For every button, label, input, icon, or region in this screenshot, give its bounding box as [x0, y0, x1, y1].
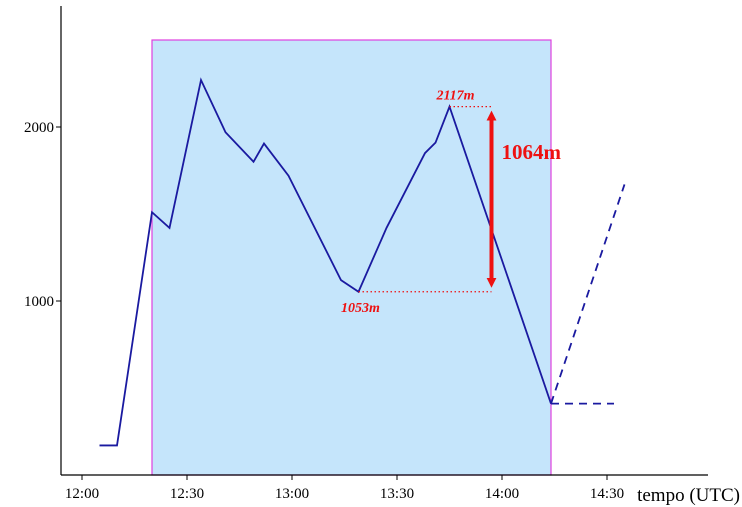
y-tick-label: 1000: [24, 294, 54, 310]
x-axis-title: tempo (UTC): [637, 485, 740, 506]
gain-label: 1064m: [502, 140, 562, 164]
y-tick-label: 2000: [24, 120, 54, 136]
x-tick-label: 12:30: [170, 486, 204, 502]
highlight-region: [151, 39, 552, 476]
x-ticks: 12:00 12:30 13:00 13:30 14:00 14:30: [65, 475, 624, 502]
y-ticks: 1000 2000: [24, 120, 61, 310]
x-tick-label: 14:00: [485, 486, 519, 502]
peak-label: 2117m: [435, 89, 474, 104]
x-tick-label: 12:00: [65, 486, 99, 502]
trough-label: 1053m: [341, 301, 380, 316]
x-tick-label: 13:30: [380, 486, 414, 502]
annotation-layer: 2117m 1053m 1064m: [341, 89, 561, 316]
series-layer: [99, 77, 626, 447]
x-tick-label: 13:00: [275, 486, 309, 502]
dashed-series-line: [550, 184, 626, 404]
x-tick-label: 14:30: [590, 486, 624, 502]
altitude-series-line: [99, 77, 552, 447]
